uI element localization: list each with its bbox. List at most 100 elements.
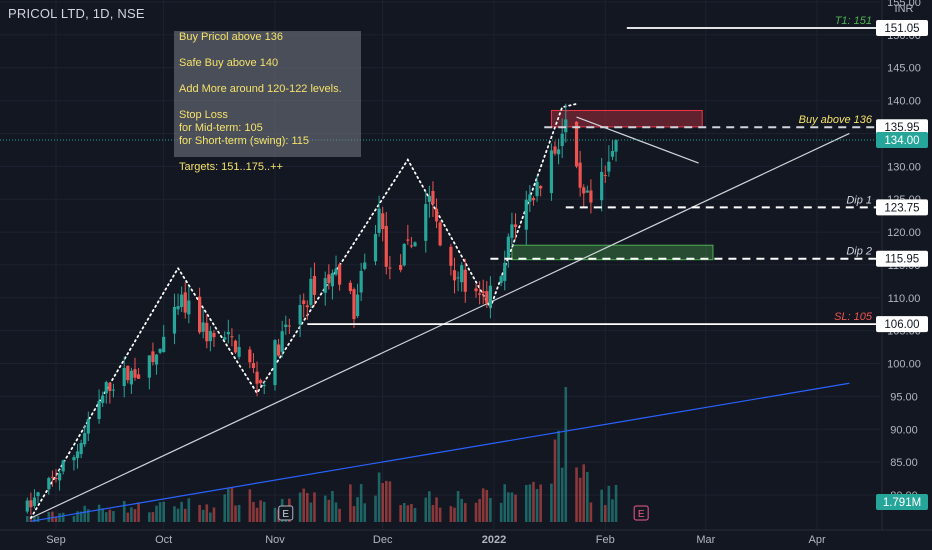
volume-bar <box>33 516 36 522</box>
time-tick-label: Oct <box>155 534 172 546</box>
candle-body <box>539 185 543 189</box>
candle-body <box>208 331 212 342</box>
level-label: SL: 105 <box>834 311 873 323</box>
volume-bar <box>600 489 603 522</box>
volume-bar <box>611 499 614 522</box>
candle-body <box>330 272 335 287</box>
price-label-text: 135.95 <box>884 122 919 134</box>
price-label-text: 134.00 <box>884 135 919 147</box>
volume-bar <box>603 505 607 522</box>
candle-body <box>574 121 579 167</box>
candle-body <box>460 265 464 283</box>
candle-body <box>25 500 29 512</box>
time-axis-background <box>0 530 932 550</box>
candle-body <box>136 374 141 379</box>
volume-bar <box>252 501 255 522</box>
note-spacer <box>179 96 361 109</box>
volume-bar <box>349 484 352 522</box>
volume-bar <box>481 488 485 522</box>
volume-bar <box>212 507 216 522</box>
candle-body <box>75 451 80 459</box>
event-box <box>633 505 649 521</box>
price-label-text: 123.75 <box>884 202 919 214</box>
level-label: Dip 1 <box>846 194 872 206</box>
volume-bar <box>539 484 542 522</box>
volume-bar <box>575 467 578 522</box>
time-tick-label: Mar <box>696 534 715 546</box>
volume-bar <box>524 484 528 522</box>
volume-bar <box>201 509 205 522</box>
candle-body <box>456 277 460 279</box>
candle-body <box>352 289 356 320</box>
candle-body <box>560 133 564 147</box>
candle-body <box>72 457 76 461</box>
volume-bar <box>449 506 453 522</box>
volume-bar <box>112 511 115 522</box>
note-spacer <box>179 70 361 83</box>
zone-box <box>550 109 703 128</box>
price-label-box <box>876 132 928 149</box>
candle-body <box>233 340 238 353</box>
price-label-box <box>876 199 928 216</box>
volume-bar <box>589 502 593 522</box>
time-tick-label: 2022 <box>482 534 506 546</box>
note-spacer <box>179 44 361 57</box>
volume-bar <box>162 501 165 522</box>
candle-body <box>176 306 180 310</box>
candle-body <box>424 204 428 241</box>
price-label-box <box>876 19 928 36</box>
candle-body <box>481 291 485 293</box>
time-tick-label: Apr <box>809 534 826 546</box>
candle-body <box>531 198 536 201</box>
price-tick-label: 90.00 <box>890 424 918 436</box>
volume-bar <box>356 497 359 522</box>
candle-body <box>513 224 518 228</box>
candle-body <box>162 336 166 353</box>
volume-bar <box>306 493 309 522</box>
candle-body <box>564 119 568 133</box>
trendline <box>30 132 850 519</box>
candle-body <box>327 274 331 284</box>
candle-body <box>334 268 338 275</box>
volume-bar <box>47 512 51 522</box>
candles <box>25 103 618 515</box>
candle-body <box>230 336 234 338</box>
level-label: Dip 2 <box>846 246 872 258</box>
volume-bar <box>431 504 435 522</box>
volume-bar <box>61 512 65 522</box>
volume-bar <box>532 481 535 522</box>
candle-body <box>284 324 288 328</box>
candle-body <box>578 162 582 188</box>
candle-body <box>151 351 155 363</box>
candle-body <box>280 331 284 352</box>
candle-body <box>50 476 55 478</box>
volume-bar <box>553 439 557 522</box>
candle-body <box>287 325 291 327</box>
candle-body <box>101 395 105 403</box>
candle-body <box>463 269 467 292</box>
volume-bar <box>36 516 40 522</box>
note-line: Targets: 151..175..++ <box>179 161 283 173</box>
candle-body <box>223 337 227 340</box>
candle-body <box>309 278 313 305</box>
volume-bar <box>510 492 514 522</box>
volume-bar <box>331 490 334 522</box>
trade-note[interactable]: Buy Pricol above 136 Safe Buy above 140 … <box>174 31 361 173</box>
candle-body <box>557 149 561 155</box>
price-label-text: 106.00 <box>884 319 919 331</box>
candle-body <box>355 294 360 317</box>
volume-label-box <box>876 494 928 510</box>
candle-body <box>262 384 266 386</box>
candle-body <box>104 382 108 394</box>
volume-bar <box>223 494 227 522</box>
price-tick-label: 100.00 <box>887 359 921 371</box>
candle-body <box>449 246 453 266</box>
price-label-text: 115.95 <box>885 254 919 266</box>
candle-body <box>524 199 528 230</box>
volume-bar <box>227 488 230 522</box>
candle-body <box>226 332 230 335</box>
candle-body <box>373 234 378 262</box>
candle-body <box>129 370 133 385</box>
candle-body <box>549 150 554 194</box>
